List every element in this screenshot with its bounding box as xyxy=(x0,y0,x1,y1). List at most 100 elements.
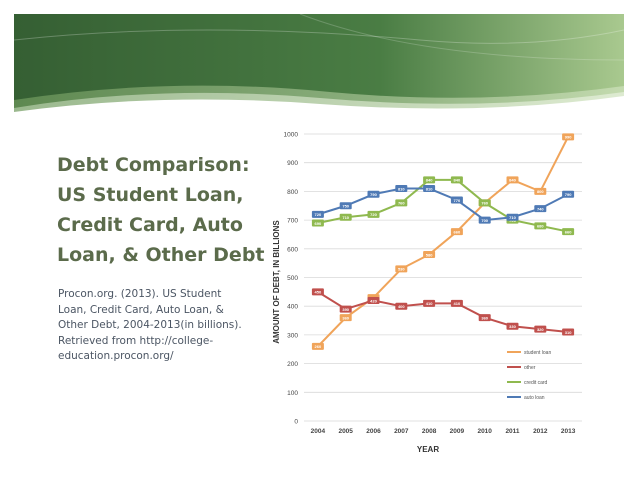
chart-series: 2603604305305806607608408009904503904204… xyxy=(311,133,575,350)
data-label: 760 xyxy=(398,201,405,206)
data-label: 410 xyxy=(454,301,461,306)
data-point xyxy=(395,302,408,310)
x-tick-label: 2013 xyxy=(561,428,576,435)
y-axis-label: AMOUNT OF DEBT, IN BILLIONS xyxy=(272,220,281,344)
citation-line: Procon.org. (2013). US Student xyxy=(58,288,222,300)
data-point xyxy=(423,299,436,307)
data-point xyxy=(395,185,408,193)
data-point xyxy=(562,190,575,198)
chart-axes: 0 100 200 300 400 500 600 700 800 900 1000 2004 2005… xyxy=(284,132,576,436)
citation-line: Other Debt, 2004-2013(in billions). xyxy=(58,319,242,331)
citation-line: education.procon.org/ xyxy=(58,350,174,362)
data-point xyxy=(562,133,575,141)
data-label: 320 xyxy=(537,327,544,332)
data-label: 810 xyxy=(398,186,405,191)
data-point xyxy=(339,213,352,221)
data-label: 710 xyxy=(509,215,516,220)
y-tick-label: 300 xyxy=(287,332,298,339)
data-point xyxy=(534,325,547,333)
data-point xyxy=(423,176,436,184)
x-tick-label: 2006 xyxy=(366,428,381,435)
data-point xyxy=(311,342,324,350)
series-line-other xyxy=(317,290,569,334)
data-label: 530 xyxy=(398,267,405,272)
data-label: 840 xyxy=(454,178,461,183)
data-label: 660 xyxy=(565,229,572,234)
y-tick-label: 0 xyxy=(294,419,298,426)
data-point xyxy=(478,199,491,207)
chart-legend: student loan other credit card auto loan xyxy=(507,350,551,401)
data-point xyxy=(450,176,463,184)
slide-title-line: Credit Card, Auto xyxy=(57,214,243,236)
data-label: 330 xyxy=(509,324,516,329)
data-label: 840 xyxy=(426,178,433,183)
legend-label: other xyxy=(524,365,536,371)
data-label: 760 xyxy=(481,201,488,206)
citation-line: Retrieved from http://college- xyxy=(58,334,214,347)
data-point xyxy=(534,187,547,195)
data-label: 420 xyxy=(370,298,377,303)
data-label: 360 xyxy=(342,315,349,320)
legend-label: credit card xyxy=(524,380,548,386)
y-tick-label: 100 xyxy=(287,390,298,397)
chart-grid xyxy=(304,133,582,422)
data-point xyxy=(339,305,352,313)
data-point xyxy=(311,219,324,227)
data-label: 580 xyxy=(426,252,433,257)
data-point xyxy=(395,265,408,273)
header-banner xyxy=(13,13,625,112)
legend-label: student loan xyxy=(524,350,551,356)
data-label: 750 xyxy=(342,204,349,209)
series-line-credit-card xyxy=(317,178,569,233)
data-label: 700 xyxy=(481,218,488,223)
data-label: 680 xyxy=(537,224,544,229)
citation-line: Loan, Credit Card, Auto Loan, & xyxy=(58,303,224,316)
data-point xyxy=(311,288,324,296)
x-tick-label: 2009 xyxy=(450,428,465,435)
y-tick-label: 1000 xyxy=(284,132,299,139)
data-label: 990 xyxy=(565,135,572,140)
data-point xyxy=(534,222,547,230)
legend-label: auto loan xyxy=(524,395,545,401)
data-point xyxy=(395,199,408,207)
data-point xyxy=(339,202,352,210)
data-label: 450 xyxy=(315,290,322,295)
data-label: 400 xyxy=(398,304,405,309)
x-tick-label: 2007 xyxy=(394,428,409,435)
data-label: 410 xyxy=(426,301,433,306)
y-tick-label: 900 xyxy=(287,160,298,167)
data-point xyxy=(450,228,463,236)
data-label: 770 xyxy=(454,198,461,203)
x-tick-label: 2008 xyxy=(422,428,437,435)
x-tick-label: 2011 xyxy=(505,428,519,435)
data-label: 720 xyxy=(370,212,377,217)
x-tick-label: 2012 xyxy=(533,428,548,435)
x-tick-label: 2004 xyxy=(311,428,326,435)
y-tick-label: 600 xyxy=(287,246,298,253)
series-line-auto-loan xyxy=(317,187,569,222)
x-tick-label: 2005 xyxy=(338,428,353,435)
data-label: 840 xyxy=(509,178,516,183)
data-point xyxy=(478,314,491,322)
series-line-student-loan xyxy=(317,136,569,348)
data-point xyxy=(367,296,380,304)
debt-line-chart: 0 100 200 300 400 500 600 700 800 900 1000 2004 2005… xyxy=(272,132,582,454)
data-label: 690 xyxy=(315,221,322,226)
data-label: 260 xyxy=(315,344,322,349)
data-point xyxy=(478,216,491,224)
data-point xyxy=(423,251,436,259)
y-tick-label: 400 xyxy=(287,304,298,311)
data-label: 660 xyxy=(454,229,461,234)
data-point xyxy=(339,314,352,322)
data-point xyxy=(506,322,519,330)
y-tick-label: 200 xyxy=(287,361,298,368)
y-tick-label: 700 xyxy=(287,218,298,225)
x-axis-label: YEAR xyxy=(417,445,439,454)
data-point xyxy=(506,176,519,184)
data-point xyxy=(562,328,575,336)
y-tick-label: 500 xyxy=(287,275,298,282)
data-point xyxy=(506,213,519,221)
data-label: 800 xyxy=(537,189,544,194)
data-label: 710 xyxy=(342,215,349,220)
data-point xyxy=(367,210,380,218)
